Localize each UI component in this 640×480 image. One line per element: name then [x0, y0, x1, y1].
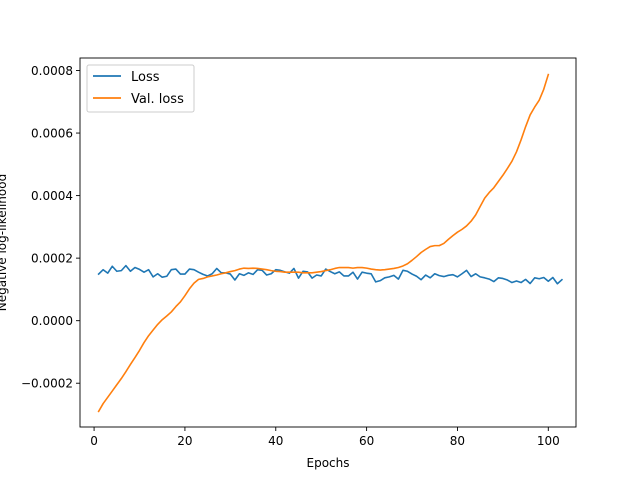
x-axis-label: Epochs [307, 456, 350, 470]
axes-frame [79, 57, 577, 428]
y-axis-label: Negative log-likelihood [0, 174, 9, 311]
x-tick-label: 0 [90, 434, 98, 448]
legend-label-loss: Loss [131, 70, 160, 85]
series-line-val-loss [97, 73, 550, 413]
x-tick-label: 60 [359, 434, 374, 448]
x-tick-label: 40 [268, 434, 283, 448]
legend-label-val-loss: Val. loss [131, 92, 184, 107]
y-tick-label: 0.0002 [31, 252, 73, 266]
series-line-loss [97, 264, 564, 285]
x-tick-label: 80 [450, 434, 465, 448]
x-tick-label: 100 [537, 434, 560, 448]
y-tick-label: 0.0008 [31, 64, 73, 78]
plot-area [97, 73, 564, 413]
legend: Loss Val. loss [86, 64, 195, 113]
y-tick-label: 0.0006 [31, 127, 73, 141]
y-tick-label: 0.0004 [31, 189, 73, 203]
y-tick-label: 0.0000 [31, 314, 73, 328]
axes: 0 20 40 60 80 100 −0.0002 0.0000 0.0002 0.0004 0.0… [21, 57, 577, 448]
x-tick-label: 20 [177, 434, 192, 448]
y-tick-label: −0.0002 [21, 377, 73, 391]
